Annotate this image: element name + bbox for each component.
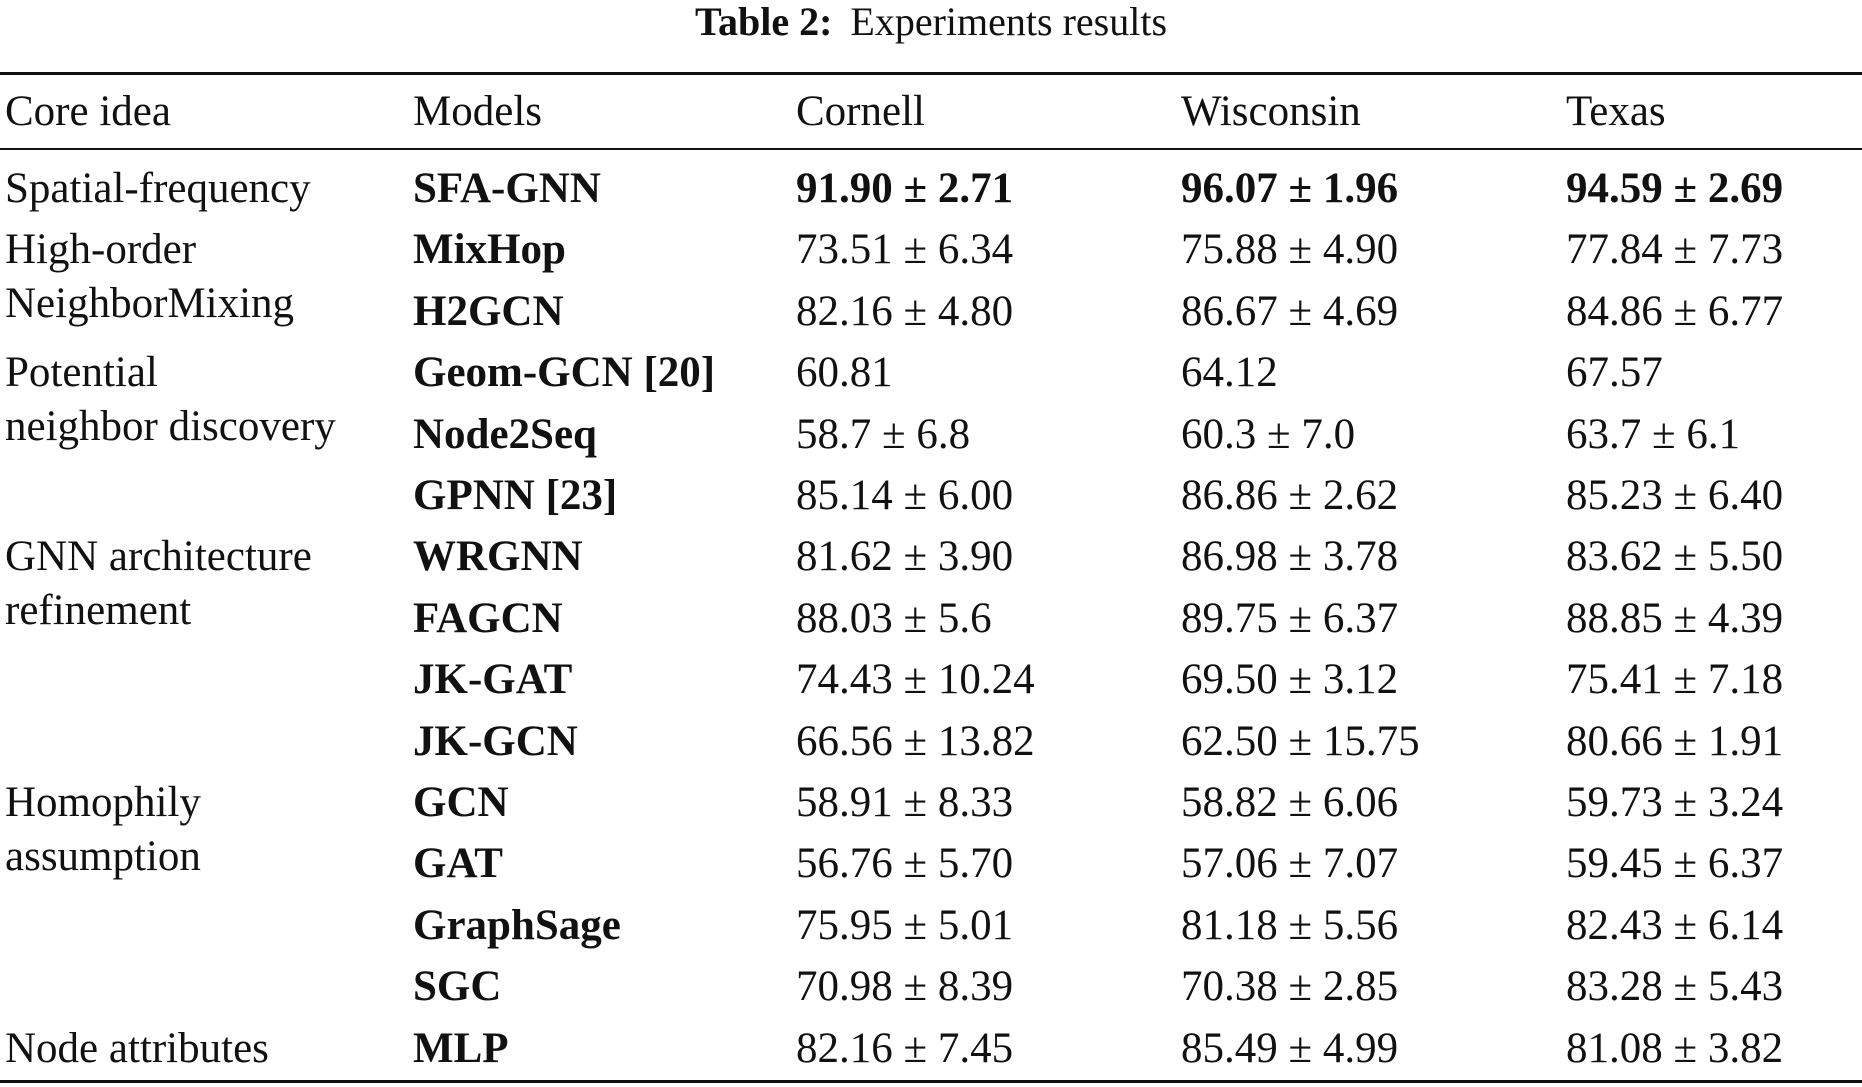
header-core-idea: Core idea xyxy=(5,88,171,135)
wisconsin-value: 57.06 ± 7.07 xyxy=(1181,840,1399,888)
header-models: Models xyxy=(413,88,542,135)
texas-value: 59.73 ± 3.24 xyxy=(1566,779,1784,826)
model-name: GraphSage xyxy=(413,901,621,949)
cornell-value: 88.03 ± 5.6 xyxy=(796,594,992,642)
model-name: JK-GAT xyxy=(413,656,573,704)
table-row: SFA-GNN 91.90 ± 2.71 96.07 ± 1.96 94.59 ± 2… xyxy=(0,158,1862,220)
cornell-value: 74.43 ± 10.24 xyxy=(796,656,1035,704)
model-name: GPNN [23] xyxy=(413,472,618,519)
wisconsin-value: 75.88 ± 4.90 xyxy=(1181,226,1399,274)
cornell-value: 58.7 ± 6.8 xyxy=(796,410,971,458)
cornell-value: 75.95 ± 5.01 xyxy=(796,901,1014,949)
cornell-value: 56.76 ± 5.70 xyxy=(796,840,1014,888)
texas-value: 80.66 ± 1.91 xyxy=(1566,717,1784,765)
model-name: SGC xyxy=(413,963,502,1011)
wisconsin-value: 64.12 xyxy=(1181,349,1278,397)
texas-value: 88.85 ± 4.39 xyxy=(1566,594,1784,642)
wisconsin-value: 86.98 ± 3.78 xyxy=(1181,533,1399,581)
texas-value: 83.28 ± 5.43 xyxy=(1566,963,1784,1011)
texas-value: 81.08 ± 3.82 xyxy=(1566,1024,1784,1072)
texas-value: 77.84 ± 7.73 xyxy=(1566,226,1784,274)
model-name: MLP xyxy=(413,1024,509,1072)
cornell-value: 60.81 xyxy=(796,349,893,397)
core-idea-label: Homophily assumption xyxy=(5,779,201,880)
wisconsin-value: 96.07 ± 1.96 xyxy=(1181,165,1399,212)
core-idea-label: GNN architecture refinement xyxy=(5,533,312,635)
wisconsin-value: 86.86 ± 2.62 xyxy=(1181,472,1399,519)
table-row: JK-GAT 74.43 ± 10.24 69.50 ± 3.12 75.41 ± 7… xyxy=(0,649,1862,711)
table-row: H2GCN 82.16 ± 4.80 86.67 ± 4.69 84.86 ± 6.7… xyxy=(0,281,1862,343)
texas-value: 67.57 xyxy=(1566,349,1663,397)
model-name: GAT xyxy=(413,840,503,888)
table-row: GCN 58.91 ± 8.33 58.82 ± 6.06 59.73 ± 3.24 xyxy=(0,772,1862,834)
core-idea-label: High-order NeighborMixing xyxy=(5,226,295,328)
texas-value: 94.59 ± 2.69 xyxy=(1566,165,1784,212)
wisconsin-value: 69.50 ± 3.12 xyxy=(1181,656,1399,704)
model-name: WRGNN xyxy=(413,533,583,581)
table-row: Node2Seq 58.7 ± 6.8 60.3 ± 7.0 63.7 ± 6.1 xyxy=(0,404,1862,466)
table-row: Geom-GCN [20] 60.81 64.12 67.57 xyxy=(0,342,1862,404)
model-name: JK-GCN xyxy=(413,717,578,765)
wisconsin-value: 60.3 ± 7.0 xyxy=(1181,410,1356,458)
table-row: GAT 56.76 ± 5.70 57.06 ± 7.07 59.45 ± 6.37 xyxy=(0,833,1862,895)
core-idea-label: Node attributes xyxy=(5,1024,269,1072)
bottom-rule xyxy=(0,1080,1862,1083)
cornell-value: 82.16 ± 4.80 xyxy=(796,287,1014,335)
model-name: H2GCN xyxy=(413,287,564,335)
model-name: Geom-GCN [20] xyxy=(413,349,716,397)
table-row: MLP 82.16 ± 7.45 85.49 ± 4.99 81.08 ± 3.82 xyxy=(0,1018,1862,1080)
cornell-value: 91.90 ± 2.71 xyxy=(796,165,1014,212)
texas-value: 83.62 ± 5.50 xyxy=(1566,533,1784,581)
table-row: GPNN [23] 85.14 ± 6.00 86.86 ± 2.62 85.23 ±… xyxy=(0,465,1862,527)
top-rule xyxy=(0,72,1862,75)
texas-value: 82.43 ± 6.14 xyxy=(1566,901,1784,949)
table-row: FAGCN 88.03 ± 5.6 89.75 ± 6.37 88.85 ± 4.39 xyxy=(0,588,1862,650)
table-caption: Table 2: Experiments results xyxy=(0,0,1862,48)
texas-value: 63.7 ± 6.1 xyxy=(1566,410,1741,458)
model-name: FAGCN xyxy=(413,594,563,642)
wisconsin-value: 86.67 ± 4.69 xyxy=(1181,287,1399,335)
cornell-value: 66.56 ± 13.82 xyxy=(796,717,1035,765)
model-name: MixHop xyxy=(413,226,566,274)
texas-value: 59.45 ± 6.37 xyxy=(1566,840,1784,888)
header-rule xyxy=(0,148,1862,150)
wisconsin-value: 62.50 ± 15.75 xyxy=(1181,717,1420,765)
table-row: MixHop 73.51 ± 6.34 75.88 ± 4.90 77.84 ± 7.… xyxy=(0,219,1862,281)
cornell-value: 81.62 ± 3.90 xyxy=(796,533,1014,581)
texas-value: 85.23 ± 6.40 xyxy=(1566,472,1784,519)
texas-value: 84.86 ± 6.77 xyxy=(1566,287,1784,335)
wisconsin-value: 70.38 ± 2.85 xyxy=(1181,963,1399,1011)
wisconsin-value: 81.18 ± 5.56 xyxy=(1181,901,1399,949)
core-idea-label: Potential neighbor discovery xyxy=(5,349,336,451)
caption-label: Table 2: xyxy=(694,0,833,44)
model-name: Node2Seq xyxy=(413,410,597,458)
wisconsin-value: 58.82 ± 6.06 xyxy=(1181,779,1399,826)
model-name: GCN xyxy=(413,779,509,826)
table-row: WRGNN 81.62 ± 3.90 86.98 ± 3.78 83.62 ± 5.5… xyxy=(0,526,1862,588)
cornell-value: 58.91 ± 8.33 xyxy=(796,779,1014,826)
header-wisconsin: Wisconsin xyxy=(1181,88,1361,135)
cornell-value: 82.16 ± 7.45 xyxy=(796,1024,1014,1072)
wisconsin-value: 85.49 ± 4.99 xyxy=(1181,1024,1399,1072)
caption-text: Experiments results xyxy=(850,0,1168,44)
texas-value: 75.41 ± 7.18 xyxy=(1566,656,1784,704)
model-name: SFA-GNN xyxy=(413,165,601,212)
cornell-value: 70.98 ± 8.39 xyxy=(796,963,1014,1011)
header-cornell: Cornell xyxy=(796,88,925,135)
core-idea-label: Spatial-frequency xyxy=(5,165,311,212)
table-row: SGC 70.98 ± 8.39 70.38 ± 2.85 83.28 ± 5.43 xyxy=(0,956,1862,1018)
header-texas: Texas xyxy=(1566,88,1666,135)
table-row: GraphSage 75.95 ± 5.01 81.18 ± 5.56 82.43 ±… xyxy=(0,895,1862,957)
cornell-value: 85.14 ± 6.00 xyxy=(796,472,1014,519)
table-row: JK-GCN 66.56 ± 13.82 62.50 ± 15.75 80.66 ± … xyxy=(0,711,1862,773)
wisconsin-value: 89.75 ± 6.37 xyxy=(1181,594,1399,642)
cornell-value: 73.51 ± 6.34 xyxy=(796,226,1014,274)
